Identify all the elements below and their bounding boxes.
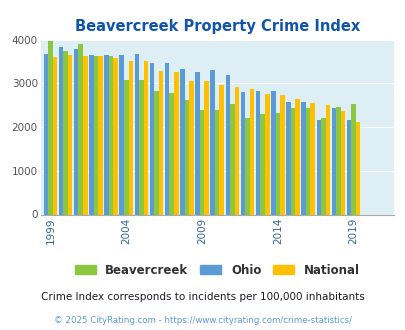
- Bar: [225, 75, 230, 214]
- Bar: [139, 80, 143, 214]
- Bar: [189, 81, 193, 214]
- Legend: Beavercreek, Ohio, National: Beavercreek, Ohio, National: [70, 259, 364, 281]
- Bar: [113, 58, 117, 214]
- Bar: [279, 95, 284, 214]
- Bar: [340, 111, 345, 214]
- Bar: [174, 72, 178, 215]
- Bar: [78, 44, 83, 214]
- Bar: [301, 102, 305, 214]
- Bar: [316, 119, 320, 214]
- Bar: [74, 49, 78, 214]
- Bar: [83, 56, 87, 214]
- Bar: [43, 54, 48, 214]
- Bar: [234, 87, 239, 214]
- Bar: [355, 122, 360, 214]
- Bar: [204, 81, 208, 214]
- Text: Crime Index corresponds to incidents per 100,000 inhabitants: Crime Index corresponds to incidents per…: [41, 292, 364, 302]
- Bar: [305, 108, 310, 214]
- Bar: [104, 55, 109, 214]
- Bar: [158, 71, 163, 214]
- Bar: [180, 69, 184, 214]
- Bar: [325, 105, 329, 214]
- Bar: [350, 104, 355, 214]
- Text: © 2025 CityRating.com - https://www.cityrating.com/crime-statistics/: © 2025 CityRating.com - https://www.city…: [54, 316, 351, 325]
- Bar: [68, 55, 72, 214]
- Bar: [53, 57, 57, 214]
- Bar: [219, 85, 224, 214]
- Bar: [128, 61, 133, 214]
- Bar: [260, 114, 264, 214]
- Bar: [331, 108, 335, 214]
- Bar: [119, 55, 124, 214]
- Bar: [154, 91, 158, 214]
- Bar: [149, 63, 154, 214]
- Bar: [184, 100, 189, 214]
- Bar: [98, 56, 102, 214]
- Bar: [249, 89, 254, 214]
- Bar: [169, 92, 174, 214]
- Bar: [275, 114, 279, 214]
- Bar: [109, 56, 113, 214]
- Bar: [195, 72, 199, 214]
- Bar: [143, 61, 148, 214]
- Bar: [255, 91, 260, 214]
- Bar: [335, 107, 340, 214]
- Bar: [124, 80, 128, 214]
- Bar: [286, 102, 290, 214]
- Title: Beavercreek Property Crime Index: Beavercreek Property Crime Index: [75, 19, 359, 34]
- Bar: [63, 50, 68, 214]
- Bar: [320, 118, 325, 214]
- Bar: [290, 108, 294, 214]
- Bar: [134, 53, 139, 214]
- Bar: [346, 119, 350, 214]
- Bar: [230, 104, 234, 214]
- Bar: [59, 48, 63, 214]
- Bar: [164, 63, 169, 214]
- Bar: [294, 99, 299, 214]
- Bar: [199, 110, 204, 214]
- Bar: [264, 94, 269, 214]
- Bar: [214, 110, 219, 214]
- Bar: [271, 91, 275, 214]
- Bar: [94, 56, 98, 214]
- Bar: [310, 103, 314, 214]
- Bar: [240, 92, 245, 214]
- Bar: [210, 70, 214, 214]
- Bar: [245, 118, 249, 214]
- Bar: [48, 41, 53, 214]
- Bar: [89, 55, 94, 214]
